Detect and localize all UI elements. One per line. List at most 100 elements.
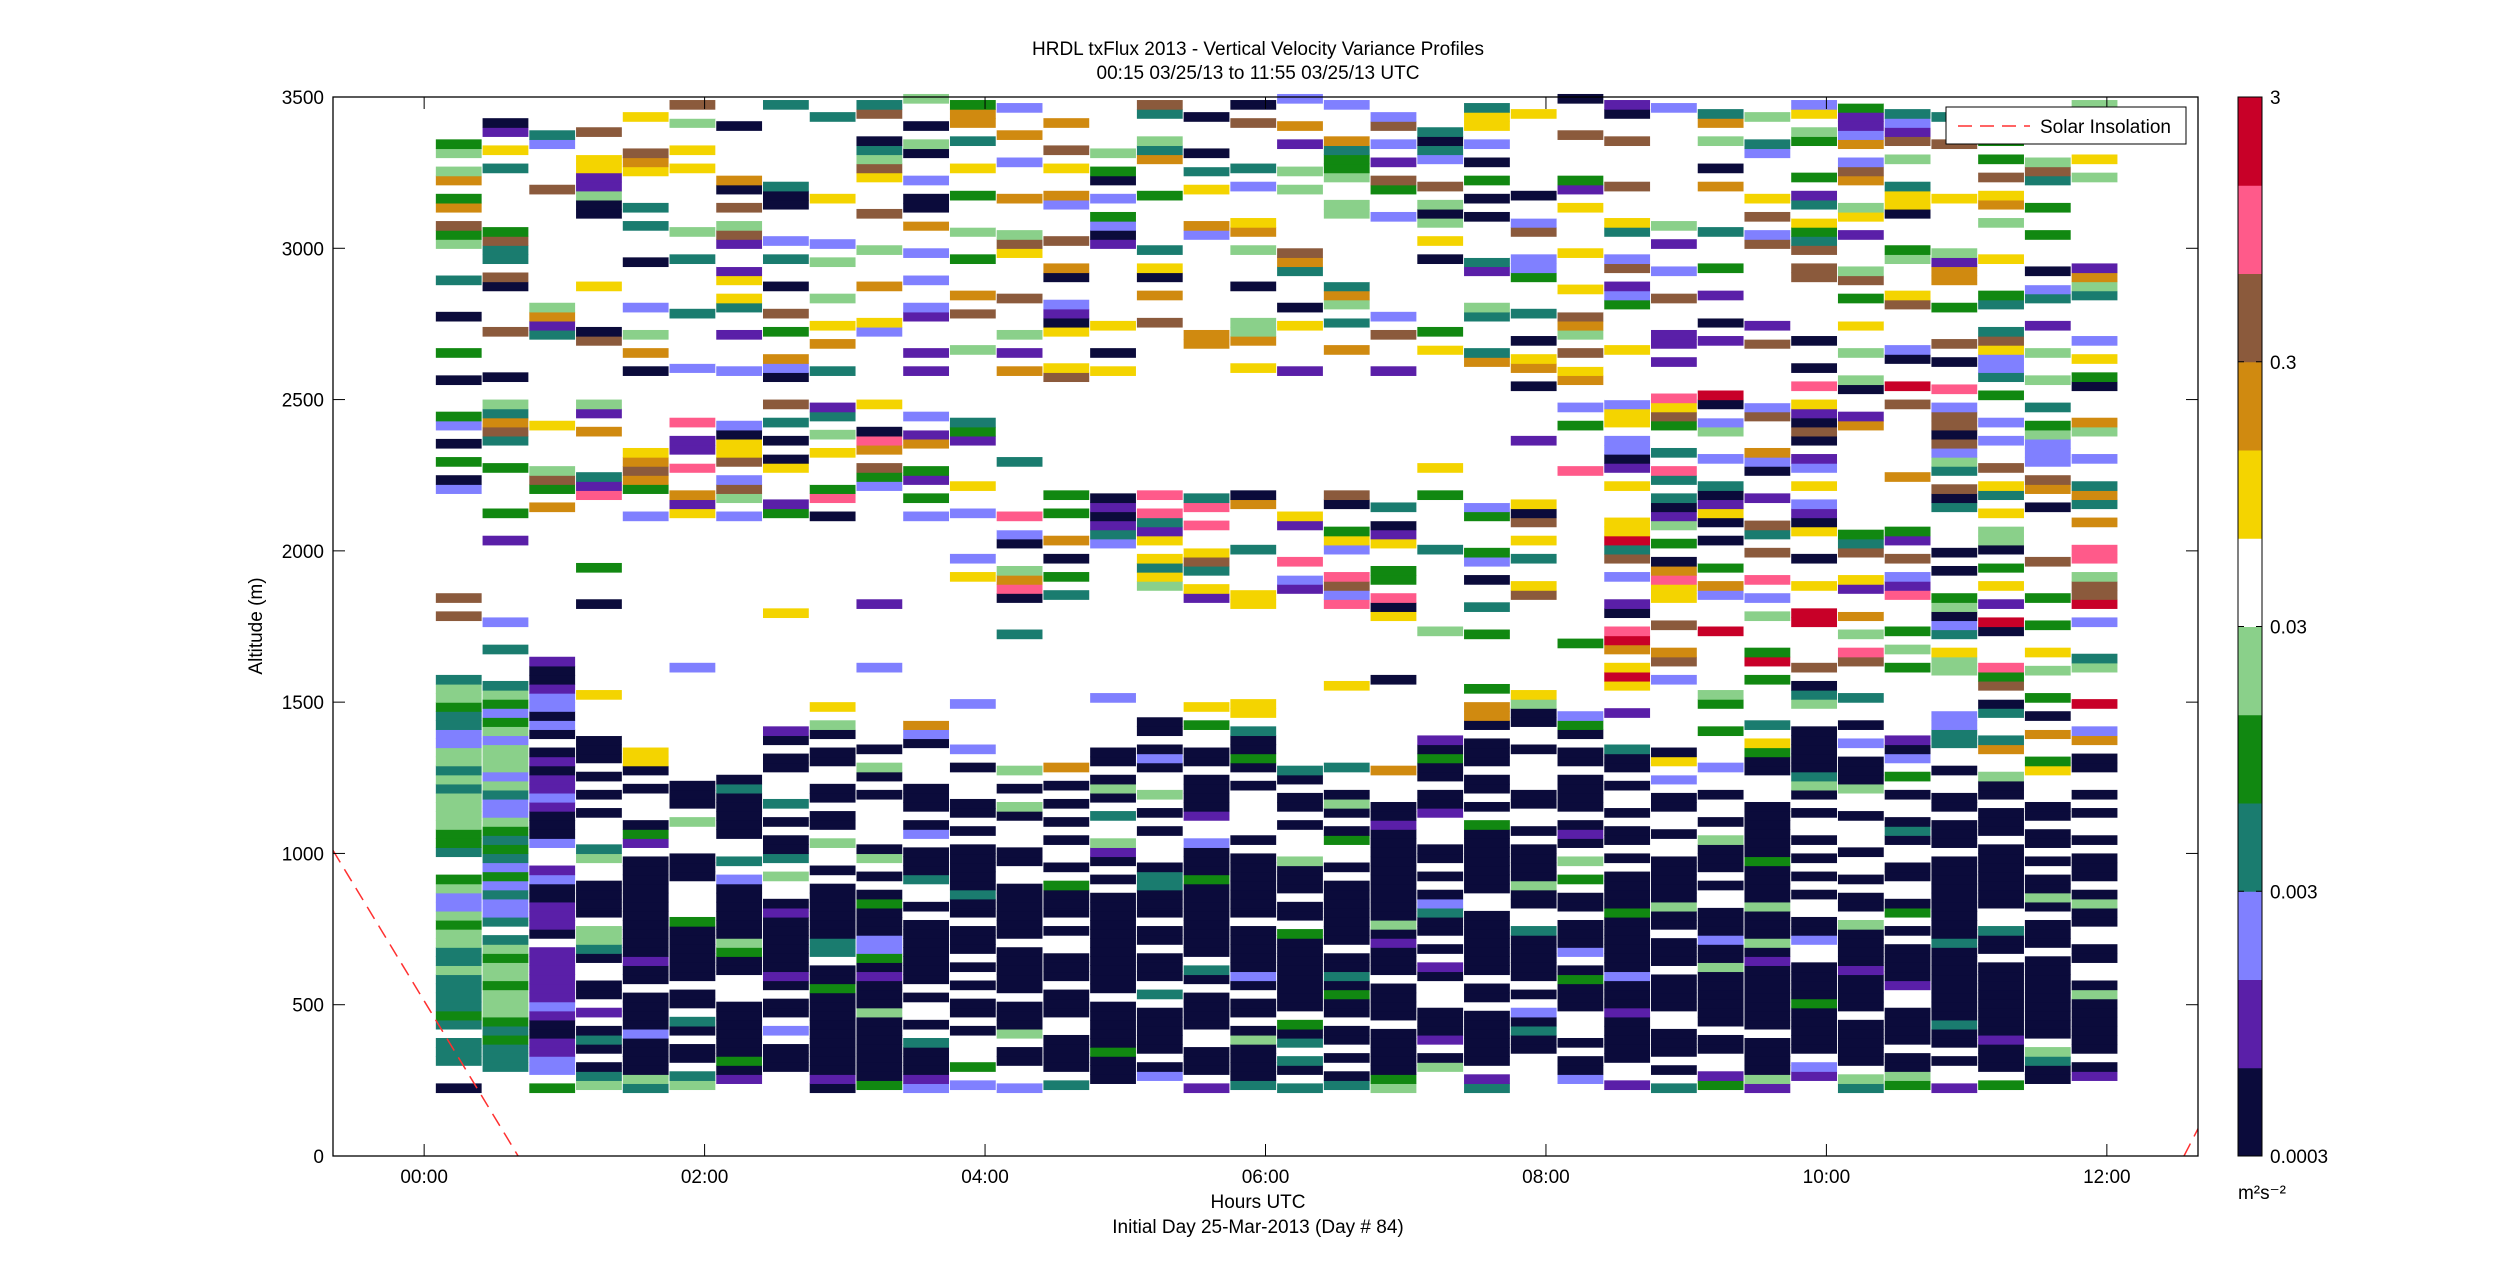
heatmap-cell: [1417, 926, 1464, 936]
heatmap-cell: [529, 956, 576, 966]
heatmap-cell: [809, 1056, 856, 1066]
heatmap-cell: [1791, 744, 1838, 755]
heatmap-cell: [1791, 989, 1838, 1000]
heatmap-cell: [716, 938, 763, 948]
heatmap-cell: [1510, 871, 1557, 882]
heatmap-cell: [2024, 375, 2071, 386]
heatmap-cell: [529, 974, 576, 985]
heatmap-cell: [716, 783, 763, 794]
heatmap-cell: [529, 1010, 576, 1021]
heatmap-cell: [1697, 1034, 1744, 1045]
heatmap-cell: [1604, 998, 1651, 1009]
heatmap-cell: [1697, 762, 1744, 773]
heatmap-cell: [1697, 998, 1744, 1009]
heatmap-cell: [1651, 792, 1697, 803]
heatmap-cell: [2071, 454, 2118, 464]
heatmap-cell: [1230, 336, 1277, 346]
heatmap-cell: [1417, 871, 1464, 882]
heatmap-cell: [1697, 817, 1744, 827]
heatmap-cell: [622, 747, 669, 758]
heatmap-cell: [482, 399, 529, 410]
heatmap-cell: [529, 475, 576, 485]
heatmap-cell: [1978, 1053, 2024, 1063]
heatmap-cell: [809, 112, 856, 122]
heatmap-cell: [903, 792, 950, 803]
heatmap-cell: [1323, 835, 1370, 845]
heatmap-cell: [1323, 590, 1370, 600]
colorbar-swatch: [2238, 97, 2262, 186]
heatmap-cell: [996, 103, 1043, 113]
heatmap-cell: [1043, 1044, 1090, 1054]
heatmap-cell: [1230, 744, 1277, 755]
heatmap-cell: [809, 1019, 856, 1030]
heatmap-cell: [1043, 145, 1090, 156]
heatmap-cell: [1323, 798, 1370, 809]
heatmap-cell: [669, 444, 716, 455]
heatmap-cell: [903, 211, 950, 222]
heatmap-cell: [1370, 211, 1417, 222]
heatmap-cell: [529, 756, 576, 767]
heatmap-cell: [1837, 974, 1884, 985]
colorbar-swatch: [2238, 361, 2262, 451]
heatmap-cell: [1604, 408, 1651, 419]
heatmap-cell: [2071, 953, 2118, 963]
heatmap-cell: [482, 862, 529, 873]
heatmap-cell: [996, 1010, 1043, 1021]
heatmap-cell: [1978, 581, 2024, 591]
heatmap-cell: [1744, 611, 1791, 622]
heatmap-cell: [2071, 1062, 2118, 1072]
heatmap-cell: [1464, 820, 1510, 830]
heatmap-cell: [996, 520, 1043, 531]
heatmap-cell: [1837, 502, 1884, 513]
heatmap-cell: [1791, 998, 1838, 1009]
heatmap-cell: [1183, 112, 1230, 122]
legend: Solar Insolation: [1945, 106, 2187, 145]
heatmap-cell: [1791, 753, 1838, 764]
heatmap-cell: [435, 901, 482, 912]
heatmap-cell: [622, 765, 669, 776]
heatmap-cell: [1604, 390, 1651, 401]
heatmap-cell: [1183, 547, 1230, 558]
heatmap-cell: [1557, 983, 1604, 994]
heatmap-cell: [576, 726, 622, 737]
heatmap-cell: [1791, 789, 1838, 800]
heatmap-cell: [903, 992, 950, 1003]
heatmap-cell: [529, 1065, 576, 1075]
heatmap-cell: [1090, 783, 1136, 794]
heatmap-cell: [1230, 780, 1277, 791]
heatmap-cell: [1837, 293, 1884, 304]
heatmap-cell: [1931, 466, 1978, 476]
heatmap-cell: [1931, 1083, 1978, 1094]
heatmap-cell: [1370, 529, 1417, 540]
heatmap-cell: [1370, 1065, 1417, 1075]
heatmap-cell: [762, 326, 809, 337]
heatmap-cell: [856, 281, 903, 292]
heatmap-cell: [1651, 956, 1697, 966]
heatmap-cell: [1884, 744, 1931, 755]
heatmap-cell: [1510, 1007, 1557, 1018]
heatmap-cell: [1230, 971, 1277, 982]
heatmap-cell: [1931, 1037, 1978, 1048]
heatmap-cell: [809, 838, 856, 848]
heatmap-cell: [1931, 438, 1978, 449]
heatmap-cell: [1323, 889, 1370, 900]
heatmap-cell: [1791, 1016, 1838, 1027]
heatmap-cell: [809, 729, 856, 740]
heatmap-cell: [1090, 974, 1136, 985]
heatmap-cell: [2071, 1016, 2118, 1027]
heatmap-cell: [1043, 1053, 1090, 1063]
heatmap-cell: [809, 965, 856, 976]
heatmap-cell: [2024, 883, 2071, 894]
heatmap-cell: [1183, 1010, 1230, 1021]
heatmap-cell: [1417, 789, 1464, 800]
heatmap-cell: [1230, 227, 1277, 237]
heatmap-cell: [1510, 926, 1557, 936]
heatmap-cell: [903, 974, 950, 985]
heatmap-cell: [1464, 302, 1510, 313]
heatmap-cell: [1323, 962, 1370, 973]
heatmap-cell: [1978, 190, 2024, 201]
heatmap-cell: [1464, 992, 1510, 1003]
heatmap-cell: [1043, 100, 1090, 110]
heatmap-cell: [1043, 971, 1090, 982]
heatmap-cell: [762, 835, 809, 845]
